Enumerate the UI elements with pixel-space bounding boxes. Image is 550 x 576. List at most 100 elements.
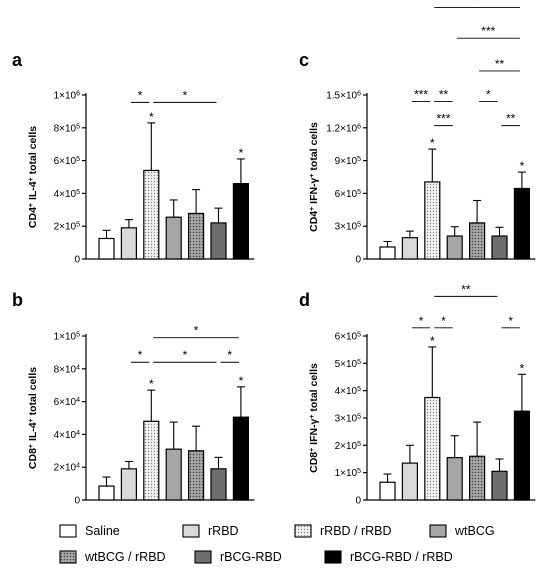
legend-label: rBCG-RBD: [220, 550, 282, 564]
y-axis-label-superscript: +: [309, 207, 316, 211]
panel-c: c CD4+ IFN-γ+ total cells 0 3×105 6×105 9×105…: [299, 0, 536, 266]
y-tick-label: 6×104: [54, 397, 81, 409]
comparison-label: ***: [414, 88, 428, 102]
legend-label: rRBD / rRBD: [320, 524, 392, 538]
legend-swatch: [59, 524, 77, 538]
y-tick-label: 5×105: [335, 358, 362, 370]
legend-swatch: [182, 524, 200, 538]
legend-item: wtBCG / rRBD: [59, 550, 166, 564]
legend-item: rRBD: [182, 524, 239, 538]
significance-star: *: [520, 159, 525, 173]
y-axis-label-superscript: +: [309, 448, 316, 452]
comparison-label: **: [461, 282, 471, 296]
y-axis-label-superscript: +: [28, 444, 35, 448]
comparison-label: *: [508, 314, 513, 328]
y-tick-label: 4×104: [54, 429, 81, 441]
significance-star: *: [520, 361, 525, 375]
significance-star: *: [149, 110, 154, 124]
bar-wtbcg-rrbd: [469, 455, 486, 501]
bar-rrbd-rrbd: [424, 396, 441, 501]
y-tick-label: 0: [74, 496, 80, 507]
legend-item: rRBD / rRBD: [294, 524, 392, 538]
bar-rrbd: [401, 237, 418, 260]
y-axis-label-superscript: +: [28, 177, 35, 181]
legend-swatch: [294, 524, 312, 538]
bar-wtbcg-rrbd: [188, 212, 205, 260]
panel-a: a CD4+ IL-4+ total cells 0 2×105 4×105 6×105 8…: [12, 50, 255, 266]
y-tick-label: 4×105: [335, 386, 362, 398]
comparison-label: *: [441, 314, 446, 328]
legend-label: rBCG-RBD / rRBD: [350, 550, 453, 564]
comparison-label: **: [506, 112, 516, 126]
bar-rbcg-rbd: [491, 235, 508, 260]
y-tick-label: 6×105: [335, 331, 362, 343]
bar-saline: [98, 485, 115, 501]
y-tick-label: 0: [74, 255, 80, 266]
legend-item: rBCG-RBD: [194, 550, 282, 564]
y-tick-label: 9×105: [335, 156, 362, 168]
legend-swatch: [324, 550, 342, 564]
legend-label: wtBCG / rRBD: [84, 550, 166, 564]
comparison-label: ***: [436, 112, 450, 126]
legend-swatch: [194, 550, 212, 564]
y-tick-label: 3×105: [335, 413, 362, 425]
y-tick-label: 2×105: [54, 221, 81, 233]
comparison-label: *: [138, 88, 143, 102]
bar-saline: [379, 246, 396, 260]
legend-label: Saline: [85, 524, 120, 538]
y-tick-label: 6×105: [54, 156, 81, 168]
comparison-label: **: [439, 88, 449, 102]
y-axis-label: CD4+ IL-4+ total cells: [27, 126, 39, 228]
bar-rbcg-rbd: [491, 470, 508, 501]
y-tick-label: 1×105: [335, 468, 362, 480]
bar-rrbd: [120, 227, 138, 260]
comparison-label: **: [472, 0, 482, 8]
bar-wtbcg: [165, 448, 182, 501]
bar-rbcg-rbd: [210, 468, 227, 501]
y-tick-label: 1.2×106: [326, 123, 361, 135]
significance-star: *: [430, 334, 435, 348]
legend-label: rRBD: [208, 524, 239, 538]
panel-letter: c: [299, 50, 309, 70]
comparison-label: *: [183, 88, 188, 102]
bar-saline: [98, 237, 115, 260]
bar-rrbd-rrbd: [143, 169, 160, 260]
bar-wtbcg-rrbd: [188, 450, 205, 501]
y-tick-label: 3×105: [335, 221, 362, 233]
comparison-label: ***: [481, 24, 495, 38]
significance-star: *: [239, 374, 244, 388]
y-axis-label-superscript: +: [309, 173, 316, 177]
y-tick-label: 1.5×106: [326, 90, 361, 102]
legend-label: wtBCG: [454, 524, 495, 538]
y-axis-label: CD4+ IFN-γ+ total cells: [308, 122, 320, 232]
bar-rrbd-rrbd: [424, 181, 441, 260]
bar-wtbcg: [446, 235, 463, 260]
y-tick-label: 0: [355, 255, 361, 266]
y-tick-label: 1×105: [54, 331, 81, 343]
comparison-label: *: [138, 348, 143, 362]
bar-rbcg-rbd-rrbd: [513, 187, 531, 260]
y-tick-label: 8×105: [54, 123, 81, 135]
bar-rbcg-rbd: [210, 222, 227, 260]
bar-rrbd-rrbd: [143, 420, 160, 501]
bar-wtbcg-rrbd: [469, 222, 486, 260]
comparison-label: *: [183, 348, 188, 362]
y-axis-label-superscript: +: [309, 414, 316, 418]
legend-item: wtBCG: [429, 524, 495, 538]
bar-rbcg-rbd-rrbd: [232, 182, 249, 260]
significance-star: *: [430, 136, 435, 150]
legend: Saline rRBD rRBD / rRBD wtBCG wtBCG / rRBD rB…: [59, 524, 495, 564]
panel-letter: a: [12, 50, 23, 70]
bar-rrbd: [401, 462, 418, 501]
bar-wtbcg: [446, 457, 463, 501]
y-axis-label: CD8+ IFN-γ+ total cells: [308, 363, 320, 473]
significance-star: *: [149, 377, 154, 391]
comparison-label: **: [495, 57, 505, 71]
y-tick-label: 4×105: [54, 188, 81, 200]
legend-item: Saline: [59, 524, 120, 538]
significance-star: *: [239, 146, 244, 160]
panel-d: d CD8+ IFN-γ+ total cells 0 1×105 2×105 3×105…: [299, 282, 536, 507]
legend-swatch: [429, 524, 447, 538]
y-axis-label-superscript: +: [28, 203, 35, 207]
